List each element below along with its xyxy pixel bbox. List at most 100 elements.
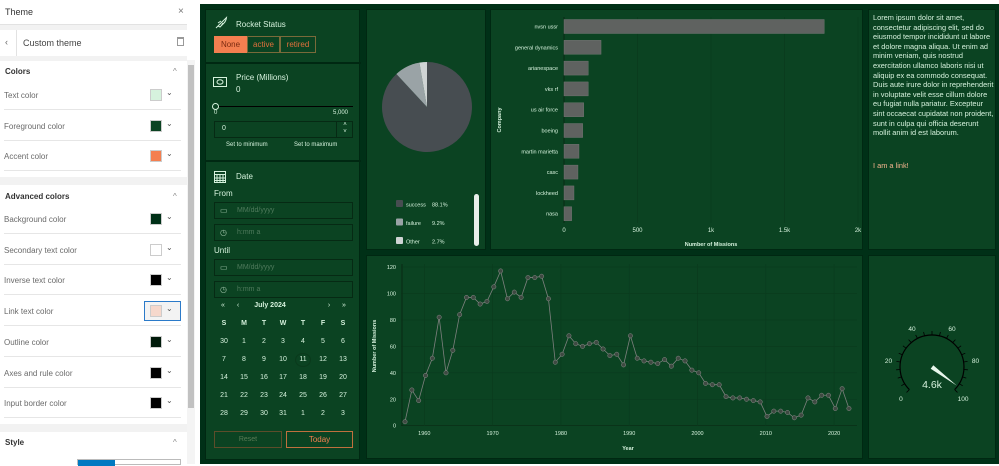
data-point[interactable] — [492, 285, 496, 289]
data-point[interactable] — [662, 357, 666, 361]
data-point[interactable] — [519, 295, 523, 299]
status-none-button[interactable]: None — [214, 36, 247, 53]
chevron-down-icon[interactable]: ⌄ — [166, 119, 173, 128]
chevron-down-icon[interactable]: ⌄ — [166, 88, 173, 97]
data-point[interactable] — [457, 312, 461, 316]
chevron-down-icon[interactable]: ⌄ — [166, 396, 173, 405]
calendar-day[interactable]: 30 — [256, 410, 272, 417]
data-point[interactable] — [410, 388, 414, 392]
calendar-day[interactable]: 19 — [315, 374, 331, 381]
calendar-day[interactable]: 4 — [295, 338, 311, 345]
close-icon[interactable]: × — [178, 6, 184, 17]
data-point[interactable] — [546, 297, 550, 301]
data-point[interactable] — [403, 420, 407, 424]
price-slider-handle[interactable] — [212, 103, 219, 110]
data-point[interactable] — [731, 396, 735, 400]
chevron-down-icon[interactable]: ⌄ — [166, 149, 173, 158]
calendar-day[interactable]: 12 — [315, 356, 331, 363]
chevron-up-icon[interactable]: ^ — [173, 67, 177, 76]
data-point[interactable] — [601, 347, 605, 351]
data-point[interactable] — [444, 371, 448, 375]
color-swatch[interactable] — [150, 274, 162, 286]
data-point[interactable] — [416, 398, 420, 402]
chevron-down-icon[interactable]: ⌄ — [166, 335, 173, 344]
data-point[interactable] — [683, 359, 687, 363]
prev-year-button[interactable]: « — [215, 302, 231, 309]
calendar-day[interactable]: 27 — [335, 392, 351, 399]
calendar-day[interactable]: 25 — [295, 392, 311, 399]
price-input[interactable]: 0 ˄˅ — [214, 121, 353, 138]
calendar-day[interactable]: 10 — [275, 356, 291, 363]
chevron-down-icon[interactable]: ⌄ — [166, 243, 173, 252]
data-point[interactable] — [819, 393, 823, 397]
chevron-down-icon[interactable]: ⌄ — [166, 366, 173, 375]
calendar-day[interactable]: 20 — [335, 374, 351, 381]
data-point[interactable] — [485, 299, 489, 303]
calendar-day[interactable]: 24 — [275, 392, 291, 399]
data-point[interactable] — [526, 275, 530, 279]
style-segmented-control[interactable] — [77, 459, 181, 465]
color-swatch[interactable] — [150, 367, 162, 379]
calendar-day[interactable]: 18 — [295, 374, 311, 381]
next-month-button[interactable]: › — [321, 302, 337, 309]
calendar-day[interactable]: 22 — [236, 392, 252, 399]
data-point[interactable] — [423, 373, 427, 377]
bar-casc[interactable] — [564, 165, 578, 179]
chevron-down-icon[interactable]: ⌄ — [166, 304, 173, 313]
calendar-day[interactable]: 14 — [216, 374, 232, 381]
color-swatch[interactable] — [150, 244, 162, 256]
color-swatch[interactable] — [150, 305, 162, 317]
calendar-day[interactable]: 28 — [216, 410, 232, 417]
calendar-day[interactable]: 16 — [256, 374, 272, 381]
data-point[interactable] — [676, 356, 680, 360]
data-point[interactable] — [724, 394, 728, 398]
calendar-day[interactable]: 21 — [216, 392, 232, 399]
data-point[interactable] — [833, 406, 837, 410]
data-point[interactable] — [710, 383, 714, 387]
data-point[interactable] — [505, 297, 509, 301]
calendar-day[interactable]: 23 — [256, 392, 272, 399]
data-point[interactable] — [758, 400, 762, 404]
data-point[interactable] — [649, 360, 653, 364]
colors-section-header[interactable]: Colors — [5, 67, 30, 76]
price-stepper[interactable]: ˄˅ — [336, 122, 353, 137]
data-point[interactable] — [792, 416, 796, 420]
calendar-day[interactable]: 3 — [275, 338, 291, 345]
data-point[interactable] — [430, 356, 434, 360]
calendar-day[interactable]: 2 — [315, 410, 331, 417]
calendar-day[interactable]: 1 — [295, 410, 311, 417]
data-point[interactable] — [464, 295, 468, 299]
data-point[interactable] — [813, 400, 817, 404]
next-year-button[interactable]: » — [336, 302, 352, 309]
calendar-day[interactable]: 13 — [335, 356, 351, 363]
data-point[interactable] — [737, 396, 741, 400]
calendar-day[interactable]: 29 — [236, 410, 252, 417]
data-point[interactable] — [437, 315, 441, 319]
calendar-day[interactable]: 6 — [335, 338, 351, 345]
bar-martin-marietta[interactable] — [564, 144, 579, 158]
data-point[interactable] — [560, 352, 564, 356]
data-point[interactable] — [621, 363, 625, 367]
color-swatch[interactable] — [150, 150, 162, 162]
color-swatch[interactable] — [150, 213, 162, 225]
color-swatch[interactable] — [150, 89, 162, 101]
calendar-day[interactable]: 8 — [236, 356, 252, 363]
status-active-button[interactable]: active — [247, 36, 280, 53]
increment-icon[interactable]: ˄ — [337, 122, 353, 129]
data-point[interactable] — [628, 334, 632, 338]
data-point[interactable] — [594, 340, 598, 344]
data-point[interactable] — [656, 361, 660, 365]
trash-icon[interactable] — [177, 37, 184, 46]
bar-nasa[interactable] — [564, 207, 572, 221]
price-slider-track[interactable] — [215, 106, 353, 107]
data-point[interactable] — [471, 295, 475, 299]
calendar-day[interactable]: 17 — [275, 374, 291, 381]
data-point[interactable] — [847, 406, 851, 410]
calendar-day[interactable]: 11 — [295, 353, 311, 367]
color-swatch[interactable] — [150, 397, 162, 409]
data-point[interactable] — [806, 396, 810, 400]
data-point[interactable] — [840, 386, 844, 390]
until-time-input[interactable]: ◷h:mm a — [214, 281, 353, 298]
text-link[interactable]: I am a link! — [873, 161, 909, 170]
data-point[interactable] — [567, 334, 571, 338]
